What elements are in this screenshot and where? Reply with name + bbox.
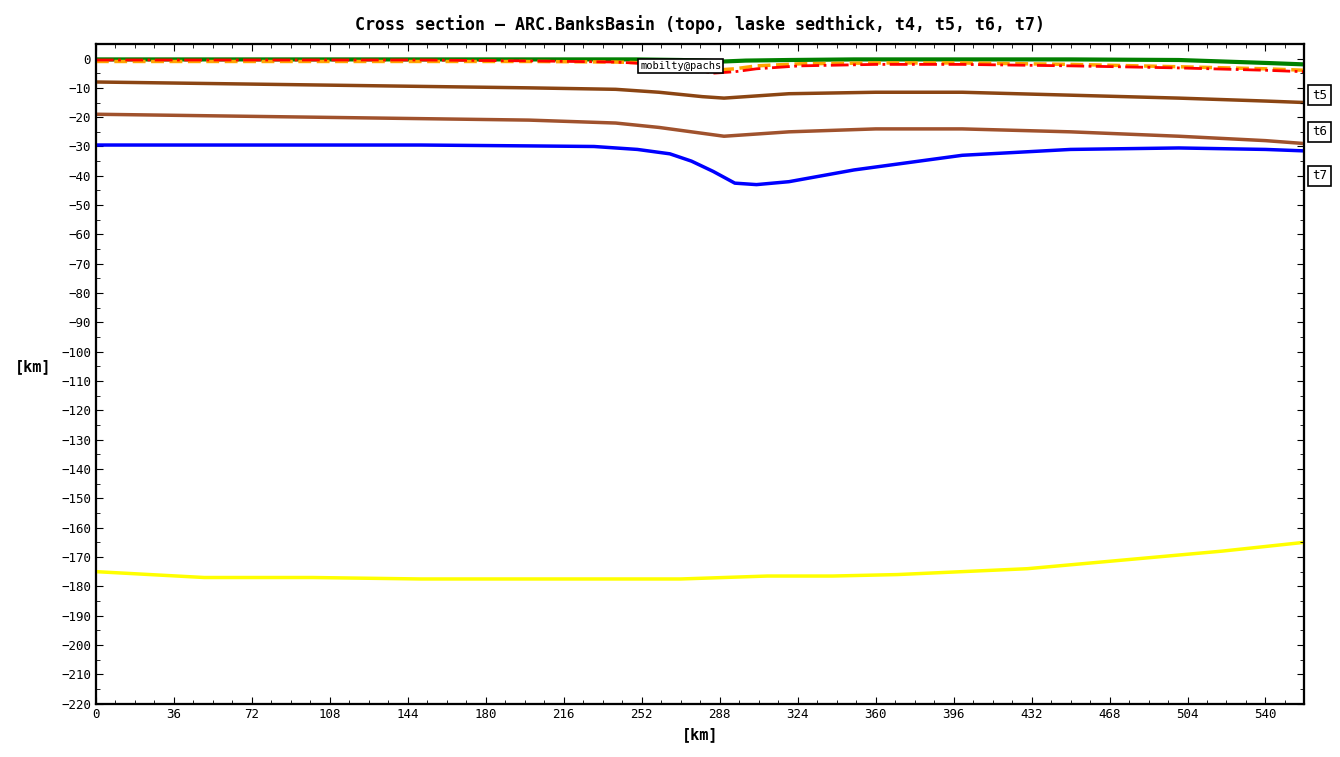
Text: t5: t5 (1312, 89, 1327, 101)
Text: t6: t6 (1312, 126, 1327, 139)
X-axis label: [km]: [km] (682, 727, 718, 742)
Text: t7: t7 (1312, 170, 1327, 182)
Title: Cross section – ARC.BanksBasin (topo, laske sedthick, t4, t5, t6, t7): Cross section – ARC.BanksBasin (topo, la… (355, 15, 1045, 34)
Text: mobilty@pachs: mobilty@pachs (641, 61, 721, 71)
Y-axis label: [km]: [km] (15, 359, 51, 374)
